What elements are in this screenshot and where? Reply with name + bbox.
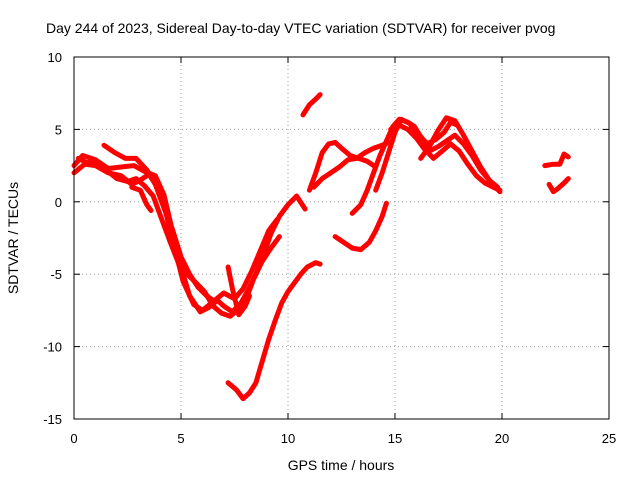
series-track-f: [225, 264, 252, 318]
series-track-h: [300, 92, 323, 118]
y-tick-label: -15: [43, 412, 62, 427]
x-tick-label: 5: [177, 431, 184, 446]
plot-frame: [73, 56, 610, 420]
series-track-p: [542, 151, 571, 169]
x-tick-label: 20: [495, 431, 509, 446]
series-track-i: [311, 139, 392, 190]
x-tick-label: 25: [602, 431, 616, 446]
series-track-q: [546, 176, 571, 195]
y-tick-label: -5: [50, 267, 62, 282]
chart-title: Day 244 of 2023, Sidereal Day-to-day VTE…: [46, 20, 555, 36]
y-tick-label: 10: [48, 50, 62, 65]
series-track-e: [129, 184, 154, 213]
y-tick-label: -10: [43, 340, 62, 355]
y-axis-label: SDTVAR / TECUs: [5, 182, 21, 294]
y-tick-label: 0: [55, 195, 62, 210]
series-track-k: [332, 200, 389, 253]
series-track-d: [101, 142, 218, 305]
x-axis-label: GPS time / hours: [288, 457, 395, 473]
series-track-g: [225, 260, 323, 402]
series-track-o: [418, 115, 501, 190]
series-track-n: [388, 122, 503, 193]
series-track-c: [75, 155, 282, 319]
axis-ticks: 0 5 10 15 20 25 -15 -10 -5 0 5 10: [43, 50, 616, 446]
series-track-l: [349, 116, 460, 216]
x-tick-label: 0: [70, 431, 77, 446]
x-tick-label: 10: [281, 431, 295, 446]
series-layer: [71, 92, 571, 402]
series-track-j: [306, 139, 377, 193]
y-tick-label: 5: [55, 122, 62, 137]
grid-lines: [74, 57, 609, 419]
x-tick-label: 15: [388, 431, 402, 446]
series-track-a: [71, 153, 308, 315]
